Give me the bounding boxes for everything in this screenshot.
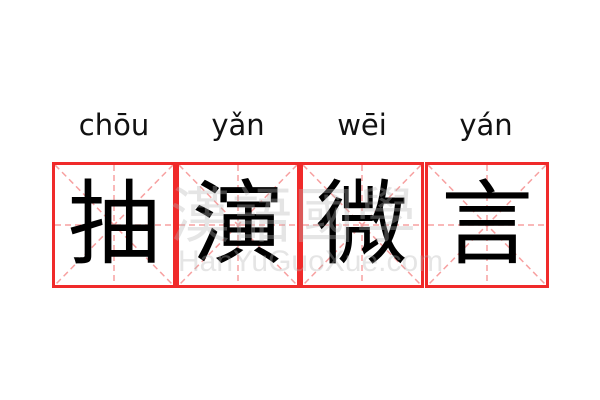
hanzi-character: 演: [191, 171, 284, 278]
pinyin-3: yán: [459, 108, 513, 142]
hanzi-character: 微: [315, 171, 408, 278]
grid-cell: 演: [176, 162, 300, 288]
guide-lines: [179, 165, 297, 285]
guide-lines: [303, 165, 421, 285]
character-grid: 抽 演 微 言: [52, 162, 549, 288]
pinyin-2: wēi: [337, 108, 387, 142]
guide-lines: [428, 165, 546, 285]
guide-lines: [55, 165, 173, 285]
grid-cell: 言: [425, 162, 549, 288]
hanzi-character: 言: [440, 171, 533, 278]
pinyin-0: chōu: [78, 108, 150, 142]
hanzi-character: 抽: [67, 171, 160, 278]
pinyin-1: yǎn: [211, 108, 265, 142]
grid-cell: 抽: [52, 162, 176, 288]
grid-cell: 微: [300, 162, 424, 288]
